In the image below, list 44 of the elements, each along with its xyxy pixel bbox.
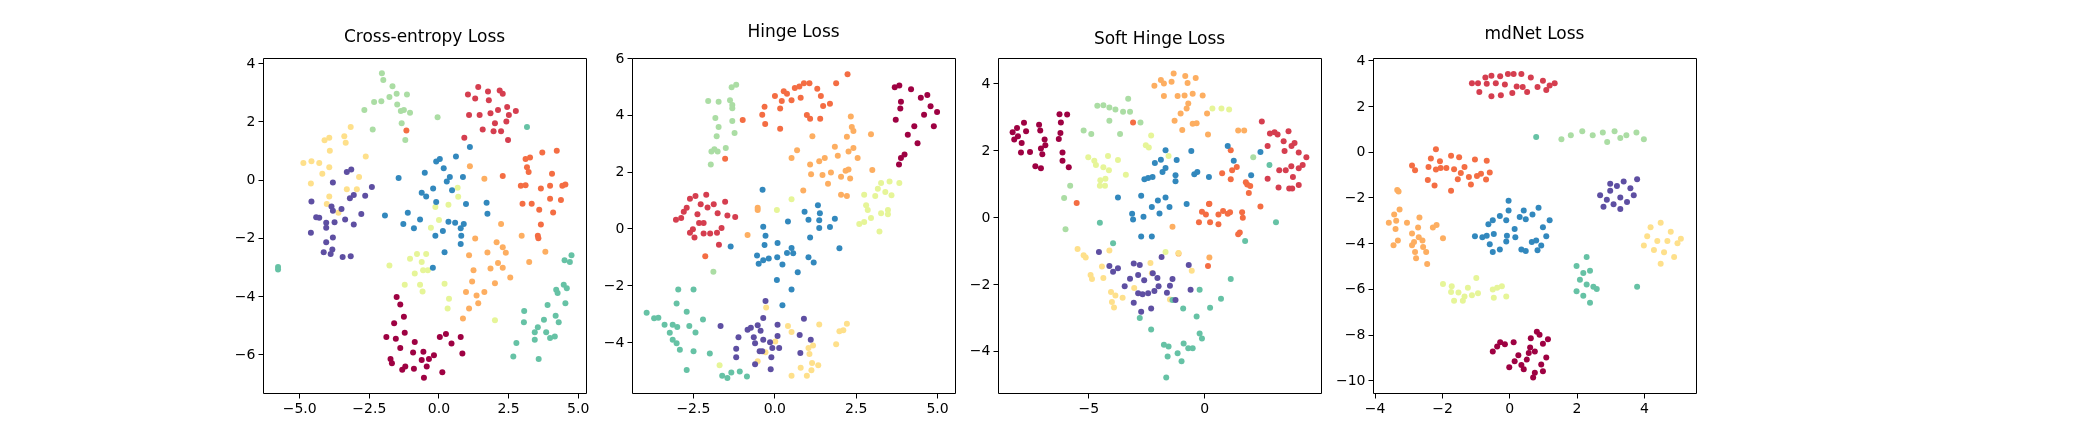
y-tick-label: −4 — [603, 333, 625, 350]
y-tick-label: 6 — [615, 49, 625, 66]
y-tick-label: −4 — [969, 342, 991, 359]
y-tick-label: −10 — [1335, 371, 1366, 388]
y-tick-label: 4 — [246, 54, 256, 71]
x-tick-label: −5.0 — [282, 399, 317, 416]
y-tick-label: −6 — [234, 345, 256, 362]
x-tick-label: −2.5 — [352, 399, 387, 416]
chart-title: mdNet Loss — [1484, 23, 1585, 44]
x-tick-label: −5 — [1078, 399, 1100, 416]
x-tick-label: 2.5 — [497, 399, 520, 416]
y-tick-label: 0 — [1356, 143, 1366, 160]
chart-title: Soft Hinge Loss — [1093, 28, 1226, 48]
y-tick-label: −2 — [234, 229, 256, 246]
y-tick-label: 4 — [1356, 51, 1366, 68]
y-tick-label: 4 — [981, 74, 991, 91]
y-tick-label: 2 — [1356, 97, 1366, 114]
chart-title: Cross-entropy Loss — [343, 26, 506, 47]
y-tick-label: −4 — [234, 287, 256, 304]
y-tick-label: −8 — [1344, 326, 1366, 343]
y-tick-label: −6 — [1344, 280, 1366, 297]
chart-title: Hinge Loss — [747, 21, 840, 41]
x-tick-label: 0 — [1505, 399, 1515, 416]
y-tick-label: 2 — [615, 163, 625, 180]
x-tick-label: −2.5 — [676, 399, 711, 416]
x-tick-label: 2.5 — [845, 399, 868, 416]
y-tick-label: 0 — [981, 208, 991, 225]
x-tick-label: 4 — [1639, 399, 1649, 416]
y-tick-label: −2 — [1344, 188, 1366, 205]
y-tick-label: 0 — [615, 219, 625, 236]
y-tick-label: 2 — [981, 141, 991, 158]
y-tick-label: 4 — [615, 106, 625, 123]
x-tick-label: 0.0 — [763, 399, 786, 416]
x-tick-label: 0.0 — [427, 399, 451, 416]
x-tick-label: 2 — [1572, 399, 1582, 416]
y-tick-label: 0 — [246, 171, 256, 188]
y-tick-label: 2 — [246, 112, 256, 129]
x-tick-label: 5.0 — [567, 399, 590, 416]
y-tick-label: −4 — [1344, 234, 1366, 251]
y-tick-label: −2 — [969, 275, 991, 292]
x-tick-label: −2 — [1432, 399, 1453, 416]
x-tick-label: 0 — [1200, 399, 1210, 416]
x-tick-label: 5.0 — [926, 399, 949, 416]
y-tick-label: −2 — [603, 276, 625, 293]
